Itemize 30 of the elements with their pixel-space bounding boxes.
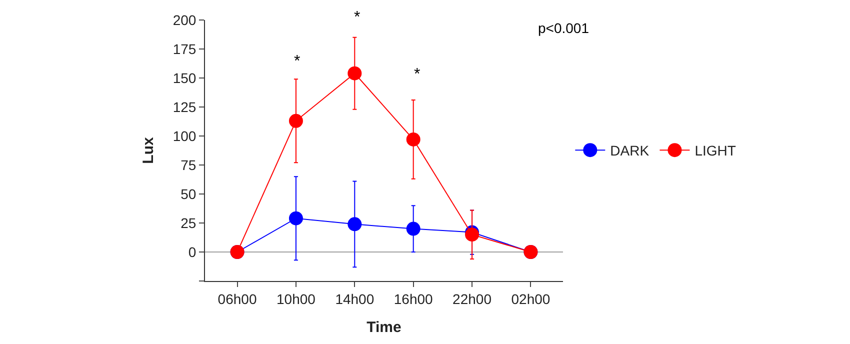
x-axis-title: Time (366, 318, 402, 336)
point (288, 211, 303, 226)
x-tick-label: 22h00 (452, 290, 492, 307)
point (348, 217, 362, 232)
legend-label: LIGHT (694, 142, 736, 159)
point (288, 114, 303, 128)
y-tick-label: 50 (180, 186, 196, 202)
x-tick-label: 02h00 (511, 290, 550, 307)
y-axis-title: Lux (140, 136, 158, 164)
y-tick-label: 75 (180, 156, 196, 173)
annotation: * (294, 53, 300, 70)
annotation: p<0.001 (538, 20, 590, 36)
point (465, 228, 480, 242)
point (406, 132, 420, 146)
y-tick-label: 125 (172, 98, 196, 115)
y-tick-label: 25 (180, 214, 196, 231)
y-tick-label: 175 (172, 40, 196, 57)
y-tick-label: 100 (172, 128, 196, 144)
point (348, 66, 362, 80)
legend-label: DARK (610, 142, 650, 159)
y-tick-label: 0 (188, 244, 196, 260)
x-tick-label: 06h00 (218, 290, 257, 307)
annotation: * (354, 9, 360, 26)
point (406, 222, 420, 236)
annotation: * (414, 66, 420, 83)
x-tick-label: 10h00 (276, 290, 316, 307)
y-tick-label: 150 (172, 70, 196, 86)
y-tick-label: 200 (172, 12, 196, 28)
x-tick-label: 14h00 (335, 290, 374, 307)
x-tick-label: 16h00 (394, 290, 434, 307)
